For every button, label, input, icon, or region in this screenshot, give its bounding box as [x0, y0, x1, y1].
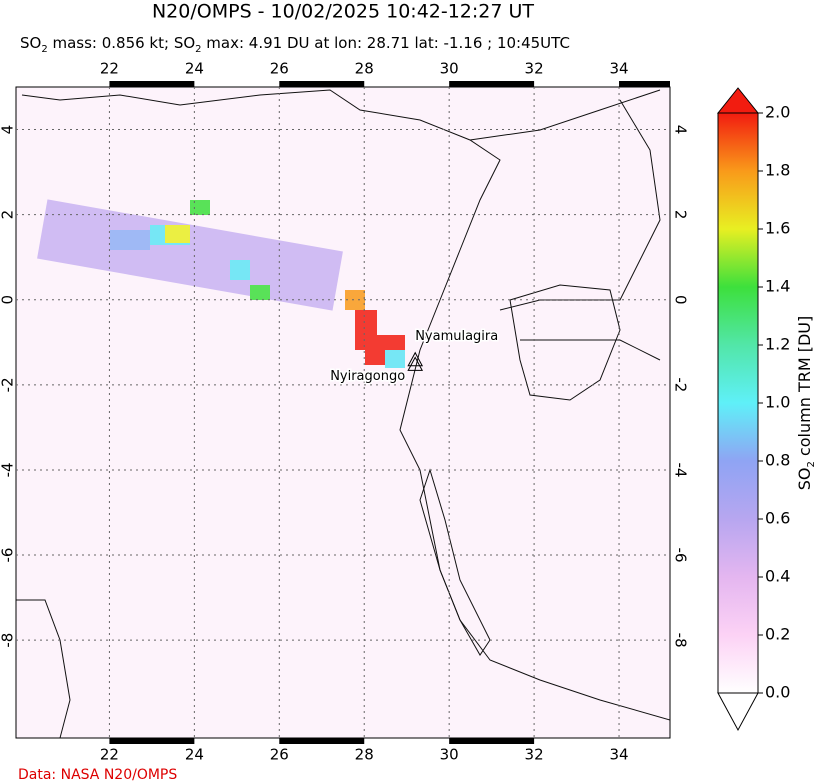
colorbar-tick-label: 1.4	[765, 277, 790, 296]
x-tick-label: 22	[100, 60, 119, 78]
text-part: mass: 0.856 kt; SO	[48, 34, 195, 52]
frame-bar	[109, 81, 195, 87]
x-tick-label: 28	[355, 746, 374, 764]
x-tick-label: 32	[525, 60, 544, 78]
colorbar-tick-label: 0.2	[765, 625, 790, 644]
y-tick-label: 0	[0, 295, 17, 305]
x-tick-label: 26	[270, 746, 289, 764]
text-part: max: 4.91 DU at lon: 28.71 lat: -1.16 ; …	[202, 34, 570, 52]
text-part: column TRM [DU]	[795, 316, 814, 461]
text-part: SO	[795, 468, 814, 491]
y-tick-label: 2	[0, 210, 17, 220]
x-tick-label: 28	[355, 60, 374, 78]
volcano-marker	[407, 351, 424, 367]
colorbar-label: SO2 column TRM [DU]	[795, 316, 815, 491]
frame-bar	[109, 738, 195, 744]
colorbar-min-arrow	[717, 692, 759, 732]
frame-bar	[619, 81, 670, 87]
volcano-label: Nyiragongo	[330, 369, 405, 384]
so2-plume	[37, 199, 405, 368]
y-tick-label: 4	[0, 125, 17, 135]
colorbar-tick-label: 0.6	[765, 509, 790, 528]
colorbar-tick-label: 0.8	[765, 451, 790, 470]
colorbar-tick-label: 1.2	[765, 335, 790, 354]
colorbar-tick-label: 1.8	[765, 161, 790, 180]
y-tick-label: 4	[672, 125, 690, 135]
frame-bar	[449, 738, 535, 744]
map-area	[16, 87, 670, 738]
colorbar	[717, 112, 759, 694]
y-tick-label: -6	[0, 548, 17, 563]
x-tick-label: 30	[440, 746, 459, 764]
colorbar-tick-label: 1.6	[765, 219, 790, 238]
subscript: 2	[806, 461, 815, 467]
x-tick-label: 34	[609, 60, 628, 78]
colorbar-tick-label: 0.4	[765, 567, 790, 586]
frame-bar	[449, 81, 535, 87]
y-tick-label: -2	[0, 377, 17, 392]
text-part: SO	[20, 34, 41, 52]
y-tick-label: -8	[0, 633, 17, 648]
subscript: 2	[41, 44, 47, 55]
x-tick-label: 32	[525, 746, 544, 764]
subscript: 2	[195, 44, 201, 55]
title: N20/OMPS - 10/02/2025 10:42-12:27 UT	[152, 1, 534, 23]
volcano-label: Nyamulagira	[415, 329, 498, 344]
x-tick-label: 30	[440, 60, 459, 78]
colorbar-tick-label: 0.0	[765, 683, 790, 702]
x-tick-label: 24	[185, 60, 204, 78]
x-tick-label: 22	[100, 746, 119, 764]
x-tick-label: 26	[270, 60, 289, 78]
y-tick-label: 0	[672, 295, 690, 305]
frame-bar	[279, 81, 365, 87]
y-tick-label: -8	[672, 633, 690, 648]
volcano-marker	[407, 356, 424, 371]
subtitle: SO2 mass: 0.856 kt; SO2 max: 4.91 DU at …	[20, 34, 570, 55]
colorbar-tick-label: 2.0	[765, 103, 790, 122]
y-tick-label: -6	[672, 548, 690, 563]
y-tick-label: -4	[0, 462, 17, 477]
y-tick-label: -2	[672, 377, 690, 392]
y-tick-label: -4	[672, 462, 690, 477]
x-tick-label: 24	[185, 746, 204, 764]
colorbar-tick-label: 1.0	[765, 393, 790, 412]
credit: Data: NASA N20/OMPS	[18, 767, 177, 783]
frame-bar	[279, 738, 365, 744]
colorbar-max-arrow	[716, 87, 760, 114]
y-tick-label: 2	[672, 210, 690, 220]
x-tick-label: 34	[609, 746, 628, 764]
